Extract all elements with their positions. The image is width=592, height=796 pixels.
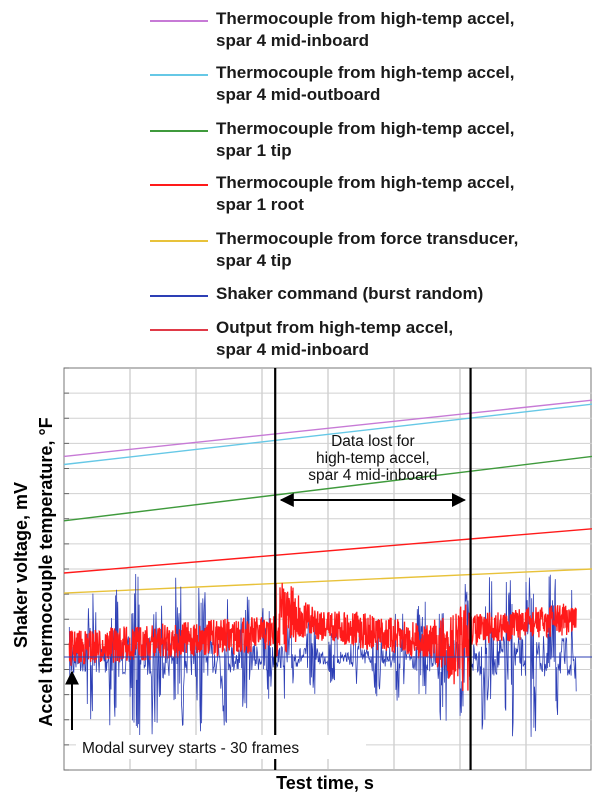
marker-layer	[274, 368, 472, 770]
legend-label: Thermocouple from high-temp accel, spar …	[216, 173, 515, 214]
annotation-data-lost-line: high-temp accel,	[316, 450, 430, 467]
legend-label: Output from high-temp accel, spar 4 mid-…	[216, 318, 454, 359]
shaker-command-signal	[68, 573, 577, 737]
annotation-modal-survey: Modal survey starts - 30 frames	[82, 740, 299, 757]
x-axis-label: Test time, s	[276, 773, 374, 793]
annotation-data-lost-line: Data lost for	[331, 433, 415, 450]
annotation-data-lost-line: spar 4 mid-inboard	[308, 467, 437, 484]
legend-label: Shaker command (burst random)	[216, 284, 484, 303]
series-line	[63, 568, 592, 594]
legend-label: Thermocouple from force transducer, spar…	[216, 229, 519, 270]
series-layer	[63, 399, 592, 594]
y-axis-label-shaker: Shaker voltage, mV	[11, 482, 31, 648]
series-line	[63, 528, 592, 574]
legend-swatch	[150, 130, 208, 132]
legend: Thermocouple from high-temp accel, spar …	[0, 0, 592, 365]
signal-layer	[64, 573, 592, 737]
accel-output-signal	[68, 582, 577, 692]
series-line	[63, 455, 592, 522]
legend-swatch	[150, 240, 208, 242]
annotation-background	[76, 735, 366, 759]
series-line	[63, 403, 592, 466]
legend-swatch	[150, 74, 208, 76]
y-axis-label-temperature: Accel thermocouple temperature, °F	[36, 417, 56, 726]
legend-swatch	[150, 295, 208, 297]
legend-swatch	[150, 184, 208, 186]
legend-swatch	[150, 20, 208, 22]
legend-swatch	[150, 329, 208, 331]
series-line	[63, 399, 592, 458]
legend-label: Thermocouple from high-temp accel, spar …	[216, 9, 515, 50]
legend-label: Thermocouple from high-temp accel, spar …	[216, 63, 515, 104]
legend-label: Thermocouple from high-temp accel, spar …	[216, 119, 515, 160]
